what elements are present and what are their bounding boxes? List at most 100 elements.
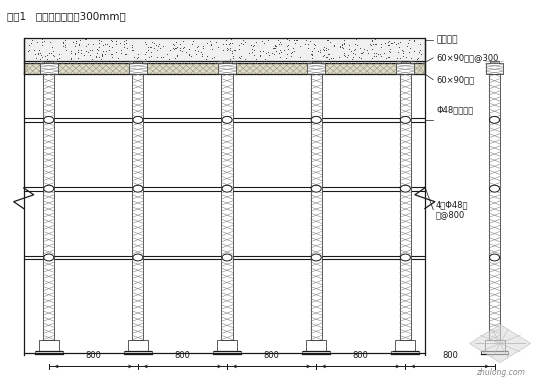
Point <box>375 51 384 57</box>
Circle shape <box>489 116 500 123</box>
Bar <box>222 74 232 340</box>
Point <box>405 49 414 55</box>
Point <box>354 54 363 60</box>
Point <box>222 37 231 44</box>
Point <box>268 45 277 51</box>
Point <box>95 44 104 50</box>
Point <box>399 53 408 59</box>
Point <box>338 45 347 51</box>
Point <box>169 41 178 47</box>
Point <box>407 55 416 62</box>
Point <box>235 42 244 49</box>
Text: 60×90木方: 60×90木方 <box>436 75 474 84</box>
Point <box>186 53 195 59</box>
Point <box>393 40 402 46</box>
Point <box>191 47 200 53</box>
Point <box>249 43 258 49</box>
Point <box>367 42 376 48</box>
Point <box>60 44 69 50</box>
Point <box>96 55 105 62</box>
Point <box>169 42 178 49</box>
Point <box>384 54 393 60</box>
Point <box>329 43 338 49</box>
Point <box>258 47 267 54</box>
Point <box>227 40 236 46</box>
Point <box>38 54 46 60</box>
Point <box>236 40 245 46</box>
Point <box>198 45 207 51</box>
Point <box>272 49 281 55</box>
Point <box>289 45 298 51</box>
Point <box>394 49 403 55</box>
Point <box>178 45 187 51</box>
Bar <box>24 62 425 74</box>
Point <box>318 53 327 59</box>
Point <box>351 51 360 57</box>
Circle shape <box>400 254 410 261</box>
Point <box>344 42 353 48</box>
Point <box>82 36 91 42</box>
Point <box>255 52 264 59</box>
Point <box>128 47 137 53</box>
Point <box>198 53 207 59</box>
Point <box>95 40 104 46</box>
Point <box>319 46 328 52</box>
Point <box>225 40 234 47</box>
Point <box>67 56 76 62</box>
Point <box>246 42 255 49</box>
Point <box>68 38 77 45</box>
Point <box>212 39 221 45</box>
Point <box>377 53 386 59</box>
Circle shape <box>222 116 232 123</box>
Point <box>157 54 166 60</box>
Point <box>274 50 283 57</box>
Point <box>249 47 258 53</box>
Point <box>410 37 419 43</box>
Circle shape <box>133 116 143 123</box>
Bar <box>128 340 148 351</box>
Point <box>393 55 402 61</box>
Point <box>367 45 376 52</box>
Point <box>344 46 353 52</box>
Point <box>24 42 33 48</box>
Point <box>155 41 164 47</box>
Point <box>188 38 197 44</box>
Point <box>229 55 238 61</box>
Point <box>72 40 81 46</box>
Point <box>358 49 367 55</box>
Point <box>415 49 424 55</box>
Point <box>171 45 180 51</box>
Point <box>80 52 88 59</box>
Point <box>384 39 393 45</box>
Point <box>196 49 205 55</box>
Bar <box>129 63 147 74</box>
Point <box>107 44 116 50</box>
Point <box>53 56 62 62</box>
Point <box>172 52 181 58</box>
Point <box>356 45 365 51</box>
Text: 800: 800 <box>264 351 279 360</box>
Point <box>37 42 46 48</box>
Circle shape <box>400 185 410 192</box>
Point <box>170 55 179 61</box>
Point <box>222 45 231 51</box>
Point <box>199 43 208 49</box>
Bar <box>395 340 416 351</box>
Point <box>36 52 45 59</box>
Point <box>264 37 273 43</box>
Point <box>384 42 393 49</box>
Point <box>277 41 286 47</box>
Point <box>367 37 376 43</box>
Point <box>277 49 286 55</box>
Point <box>42 52 51 58</box>
Point <box>360 46 369 52</box>
Circle shape <box>133 185 143 192</box>
Point <box>339 41 348 47</box>
Bar <box>484 340 505 351</box>
Point <box>106 37 115 43</box>
Point <box>45 38 54 45</box>
Point <box>173 53 182 59</box>
Point <box>416 51 425 57</box>
Point <box>296 54 305 60</box>
Point <box>111 49 120 55</box>
